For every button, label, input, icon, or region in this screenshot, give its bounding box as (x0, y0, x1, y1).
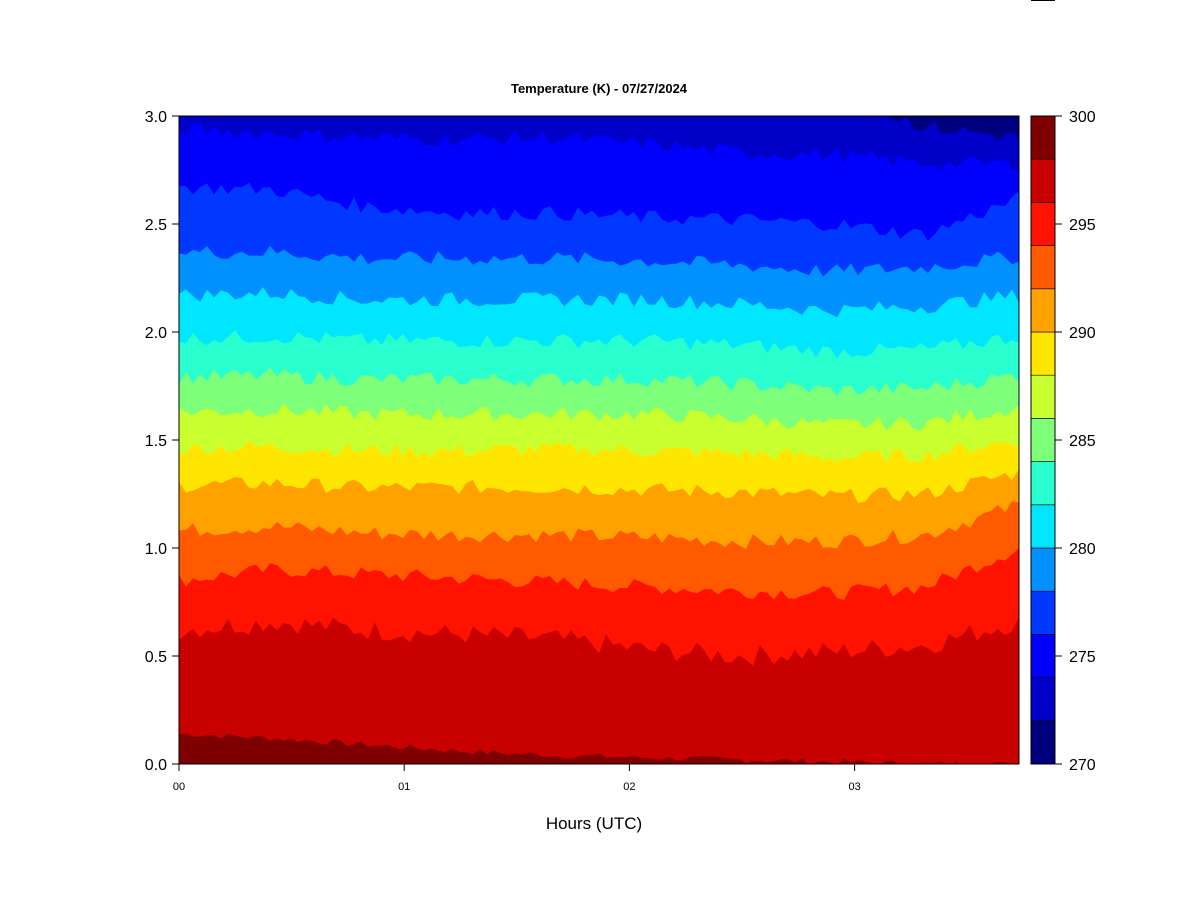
y-tick-label: 0.0 (145, 757, 167, 774)
colorbar-label: 295 (1069, 217, 1096, 234)
contour-band-296 (179, 616, 1019, 764)
x-axis-label: Hours (UTC) (546, 814, 642, 833)
corner-mark (1031, 0, 1055, 1)
contour-plot-area (179, 116, 1019, 764)
chart-title: Temperature (K) - 07/27/2024 (511, 81, 688, 96)
x-tick-label: 02 (623, 781, 635, 793)
y-tick-label: 1.5 (145, 433, 167, 450)
colorbar-label: 290 (1069, 325, 1096, 342)
colorbar-swatch-282 (1030, 461, 1056, 506)
x-tick-label: 00 (173, 781, 185, 793)
x-axis: 00 01 02 03 (173, 764, 861, 793)
colorbar-swatch-270 (1030, 720, 1056, 765)
colorbar-label: 300 (1069, 109, 1096, 126)
colorbar-label: 280 (1069, 541, 1096, 558)
contour-band-298 (179, 733, 1019, 764)
colorbar-swatch-272 (1030, 677, 1056, 722)
colorbar-swatch-286 (1030, 374, 1056, 419)
colorbar-swatch-280 (1030, 504, 1056, 549)
colorbar-swatch-290 (1030, 288, 1056, 333)
colorbar-swatch-274 (1030, 634, 1056, 678)
y-axis: 0.0 0.5 1.0 1.5 2.0 2.5 3.0 (145, 109, 179, 774)
colorbar-label: 285 (1069, 433, 1096, 450)
x-tick-label: 01 (398, 781, 410, 793)
colorbar-swatch-278 (1030, 547, 1056, 592)
y-tick-label: 0.5 (145, 649, 167, 666)
y-tick-label: 2.5 (145, 217, 167, 234)
y-tick-label: 3.0 (145, 109, 167, 126)
colorbar: 270 275 280 285 290 295 300 (1030, 109, 1096, 774)
colorbar-swatch-296 (1030, 158, 1056, 203)
colorbar-swatch-276 (1030, 590, 1056, 635)
colorbar-label: 270 (1069, 757, 1096, 774)
colorbar-label: 275 (1069, 649, 1096, 666)
colorbar-swatch-298 (1030, 115, 1056, 160)
colorbar-swatch-294 (1030, 202, 1056, 246)
y-tick-label: 2.0 (145, 325, 167, 342)
y-tick-label: 1.0 (145, 541, 167, 558)
colorbar-swatch-288 (1030, 331, 1056, 376)
colorbar-swatch-284 (1030, 418, 1056, 462)
x-tick-label: 03 (848, 781, 860, 793)
colorbar-swatch-292 (1030, 245, 1056, 290)
